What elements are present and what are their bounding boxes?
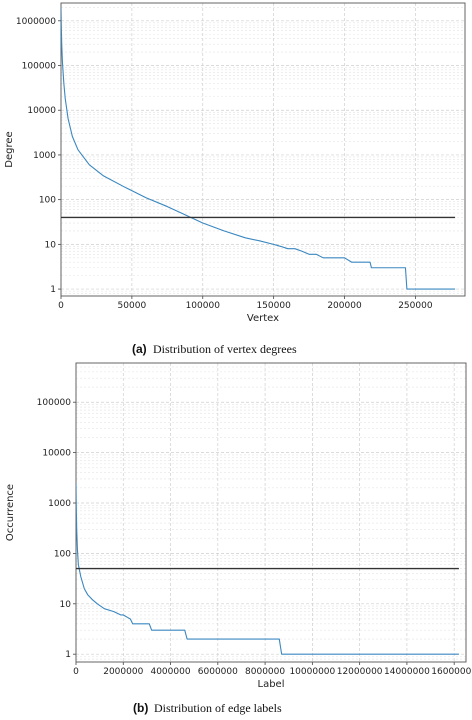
x-tick-label: 6000000 — [198, 667, 238, 677]
y-tick-label: 1 — [50, 285, 56, 295]
x-tick-label: 8000000 — [245, 667, 285, 677]
x-tick-label: 0 — [58, 301, 64, 311]
y-tick-label: 100 — [54, 549, 71, 559]
x-tick-label: 2000000 — [103, 667, 143, 677]
y-tick-label: 1000 — [48, 499, 71, 509]
y-tick-label: 100000 — [37, 398, 72, 408]
y-tick-label: 10000 — [42, 449, 71, 459]
caption-b-label: (b) — [133, 701, 148, 715]
x-tick-label: 12000000 — [337, 667, 383, 677]
y-axis-label: Degree — [4, 131, 15, 167]
x-tick-label: 100000 — [186, 301, 221, 311]
y-tick-label: 1000 — [33, 151, 56, 161]
x-axis-label: Label — [258, 679, 285, 690]
x-tick-label: 0 — [73, 667, 79, 677]
x-tick-label: 250000 — [398, 301, 433, 311]
y-tick-label: 1000000 — [16, 17, 56, 27]
x-tick-label: 10000000 — [289, 667, 335, 677]
x-tick-label: 50000 — [118, 301, 147, 311]
x-tick-label: 150000 — [256, 301, 291, 311]
series-group — [61, 7, 456, 290]
y-tick-label: 10 — [45, 240, 57, 250]
distribution-line — [61, 7, 456, 290]
y-tick-label: 10 — [60, 600, 72, 610]
x-tick-label: 14000000 — [384, 667, 430, 677]
x-tick-label: 4000000 — [150, 667, 190, 677]
chart-edge-labels: 1 10 100 1000 10000 100000 0 2000000 4000000 6000… — [5, 362, 472, 690]
y-tick-label: 10000 — [27, 106, 56, 116]
y-tick-label: 100000 — [22, 62, 57, 72]
y-tick-label: 100 — [39, 196, 56, 206]
series-group — [76, 482, 459, 655]
x-tick-label: 16000000 — [431, 667, 472, 677]
plot-frame — [75, 362, 467, 663]
distribution-line — [76, 482, 459, 655]
x-axis-label: Vertex — [247, 313, 279, 324]
caption-b-text: Distribution of edge labels — [154, 701, 282, 715]
plot-frame — [60, 2, 466, 297]
x-tick-label: 200000 — [327, 301, 362, 311]
caption-a-text: Distribution of vertex degrees — [153, 342, 297, 356]
y-axis-label: Occurrence — [5, 484, 16, 541]
y-tick-label: 1 — [65, 650, 71, 660]
caption-a-label: (a) — [132, 342, 147, 356]
chart-vertex-degrees: 1 10 100 1000 10000 100000 1000000 0 50000 100000… — [4, 2, 466, 324]
